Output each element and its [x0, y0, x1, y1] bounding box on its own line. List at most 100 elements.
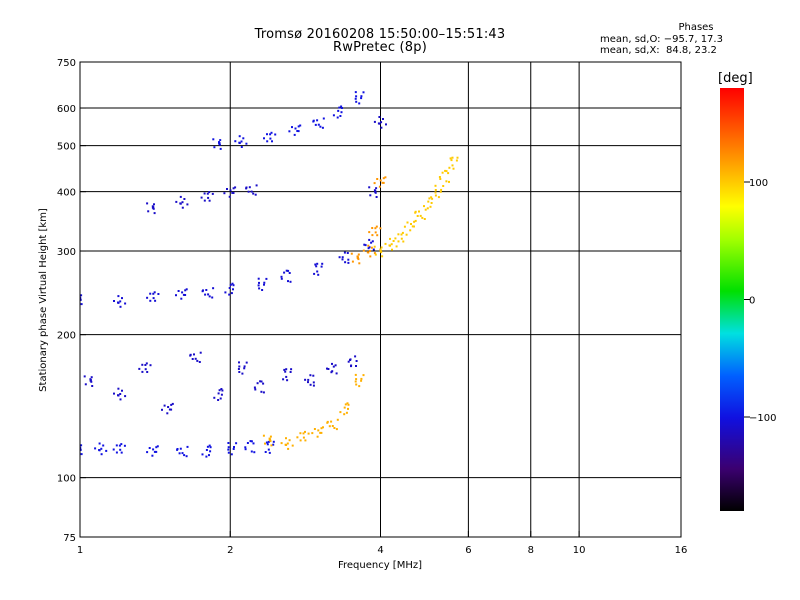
data-point [156, 445, 159, 448]
data-point [371, 234, 374, 237]
data-point [121, 389, 123, 392]
data-point [316, 119, 319, 122]
data-point [177, 290, 180, 292]
data-point [354, 373, 357, 376]
data-point [266, 133, 268, 136]
data-point [141, 363, 144, 366]
data-point [341, 258, 344, 261]
data-point [228, 195, 231, 198]
data-point [434, 191, 437, 194]
data-point [256, 382, 259, 385]
data-point [201, 453, 204, 456]
data-point [356, 255, 359, 258]
data-point [269, 440, 272, 443]
data-point [316, 262, 319, 265]
data-point [360, 377, 363, 380]
data-point [117, 301, 120, 304]
data-point [184, 289, 187, 292]
data-point [347, 360, 350, 363]
data-point [375, 225, 378, 228]
data-point [369, 194, 372, 197]
data-point [267, 448, 270, 451]
data-point [354, 355, 357, 358]
data-point [371, 227, 374, 229]
data-point [240, 146, 243, 148]
data-point [163, 404, 166, 407]
data-point [351, 260, 354, 263]
data-point [119, 300, 122, 303]
data-point [385, 123, 387, 126]
data-point [349, 359, 351, 361]
data-point [254, 388, 257, 391]
data-point [248, 186, 251, 189]
data-point [80, 303, 83, 306]
data-point [360, 97, 363, 100]
data-point [394, 237, 397, 240]
data-point [332, 114, 335, 117]
data-point [316, 270, 319, 273]
data-point [376, 178, 379, 180]
data-point [232, 448, 235, 450]
data-point [429, 205, 432, 208]
data-point [343, 251, 346, 254]
data-point [319, 125, 322, 128]
data-point [355, 100, 358, 103]
data-point [268, 437, 271, 440]
data-point [378, 116, 381, 118]
data-point [340, 105, 343, 108]
data-point [245, 142, 248, 145]
data-point [153, 291, 156, 294]
data-point [368, 186, 371, 189]
data-point [338, 106, 341, 109]
data-point [98, 449, 101, 452]
data-point [249, 440, 252, 443]
data-point [176, 448, 179, 451]
data-point [267, 440, 270, 443]
data-point [338, 256, 341, 259]
data-point [123, 444, 126, 447]
data-point [288, 439, 291, 442]
colorbar-tick-label: −100 [749, 413, 776, 424]
data-point [312, 384, 315, 387]
data-point [265, 277, 268, 280]
data-point [355, 378, 358, 381]
data-point [152, 448, 155, 451]
data-point [326, 367, 328, 370]
data-point [112, 448, 115, 451]
data-point [343, 406, 346, 409]
data-point [391, 248, 393, 251]
data-point [360, 379, 363, 382]
data-point [241, 372, 244, 375]
data-point [227, 451, 230, 454]
data-point [358, 262, 361, 265]
data-point [439, 178, 442, 180]
data-point [196, 359, 199, 362]
data-point [287, 447, 290, 450]
data-point [280, 442, 283, 445]
data-point [299, 124, 302, 127]
data-point [244, 448, 247, 451]
data-point [205, 289, 208, 291]
data-point [367, 244, 370, 247]
data-point [347, 258, 350, 261]
data-point [269, 137, 272, 140]
data-point [287, 269, 290, 272]
data-point [119, 448, 122, 451]
data-point [411, 225, 414, 228]
data-point [233, 446, 235, 448]
data-point [153, 203, 155, 206]
data-point [445, 170, 448, 173]
data-point [293, 133, 296, 136]
data-point [319, 431, 322, 434]
data-point [228, 287, 231, 289]
data-point [175, 294, 177, 297]
data-point [211, 192, 214, 195]
x-axis-label: Frequency [MHz] [338, 560, 422, 571]
data-point [423, 205, 425, 208]
data-point [374, 227, 377, 230]
data-point [219, 139, 222, 142]
data-point [320, 427, 323, 430]
data-point [437, 196, 440, 199]
data-point [263, 281, 266, 284]
data-point [447, 172, 450, 175]
